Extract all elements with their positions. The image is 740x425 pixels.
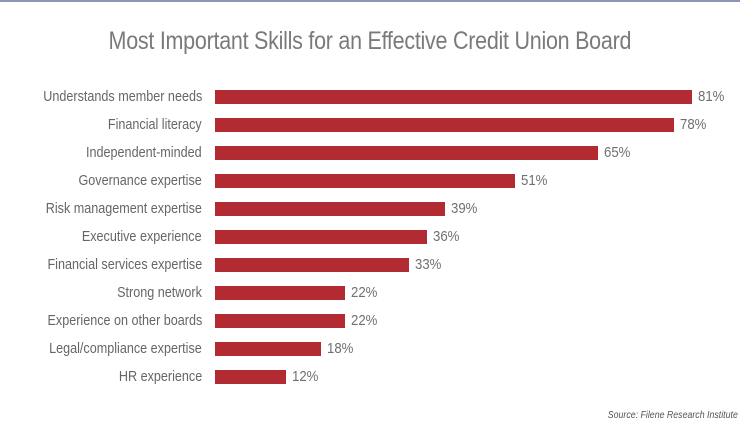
bar <box>215 118 675 132</box>
value-label: 78% <box>680 111 710 139</box>
bar <box>215 286 345 300</box>
source-note: Source: Filene Research Institute <box>590 410 738 421</box>
bar-row: HR experience 12% <box>0 363 740 391</box>
category-label: Risk management expertise <box>16 195 202 223</box>
value-label: 22% <box>351 307 381 335</box>
category-label: HR experience <box>103 363 202 391</box>
category-label-text: Experience on other boards <box>47 312 202 329</box>
value-label: 51% <box>521 167 551 195</box>
chart-title-text: Most Important Skills for an Effective C… <box>108 27 632 55</box>
category-label: Financial services expertise <box>18 251 202 279</box>
bar-row: Executive experience 36% <box>0 223 740 251</box>
bar-row: Legal/compliance expertise 18% <box>0 335 740 363</box>
category-label-text: Risk management expertise <box>45 200 202 217</box>
top-border <box>0 0 740 2</box>
category-label: Financial literacy <box>90 111 202 139</box>
category-label: Independent-minded <box>64 139 202 167</box>
value-label-text: 12% <box>291 368 319 385</box>
category-label-text: Strong network <box>117 284 202 301</box>
category-label: Strong network <box>101 279 202 307</box>
category-label-text: HR experience <box>118 368 202 385</box>
chart-title: Most Important Skills for an Effective C… <box>0 27 740 56</box>
value-label: 33% <box>415 251 445 279</box>
value-label-text: 18% <box>327 340 354 357</box>
category-label: Legal/compliance expertise <box>20 335 202 363</box>
value-label-text: 22% <box>350 284 378 301</box>
value-label-text: 51% <box>521 172 548 189</box>
value-label: 22% <box>351 279 381 307</box>
category-label-text: Financial literacy <box>108 116 202 133</box>
bar <box>215 370 286 384</box>
bar-row: Strong network 22% <box>0 279 740 307</box>
category-label: Executive experience <box>59 223 202 251</box>
category-label-text: Understands member needs <box>43 88 202 105</box>
category-label: Governance expertise <box>55 167 202 195</box>
bar-row: Understands member needs 81% <box>0 83 740 111</box>
bar <box>215 202 445 216</box>
value-label-text: 36% <box>433 228 460 245</box>
bar <box>215 146 598 160</box>
bar <box>215 230 428 244</box>
value-label-text: 33% <box>415 256 442 273</box>
value-label-text: 65% <box>603 144 631 161</box>
bar-row: Governance expertise 51% <box>0 167 740 195</box>
category-label-text: Independent-minded <box>86 144 202 161</box>
value-label: 65% <box>604 139 634 167</box>
value-label-text: 22% <box>350 312 378 329</box>
category-label: Experience on other boards <box>18 307 202 335</box>
category-label: Understands member needs <box>13 83 202 111</box>
value-label-text: 81% <box>698 88 725 105</box>
bar <box>215 174 516 188</box>
category-label-text: Financial services expertise <box>47 256 202 273</box>
value-label: 81% <box>698 83 728 111</box>
bar <box>215 342 322 356</box>
value-label-text: 39% <box>450 200 478 217</box>
value-label: 36% <box>433 223 463 251</box>
bar-row: Financial services expertise 33% <box>0 251 740 279</box>
value-label: 18% <box>327 335 357 363</box>
category-label-text: Executive experience <box>82 228 202 245</box>
category-label-text: Legal/compliance expertise <box>49 340 202 357</box>
bar-row: Independent-minded 65% <box>0 139 740 167</box>
bar-row: Risk management expertise 39% <box>0 195 740 223</box>
value-label: 12% <box>292 363 322 391</box>
bar <box>215 90 693 104</box>
bar-row: Financial literacy 78% <box>0 111 740 139</box>
bar-row: Experience on other boards 22% <box>0 307 740 335</box>
category-label-text: Governance expertise <box>78 172 202 189</box>
bar <box>215 258 410 272</box>
bar <box>215 314 345 328</box>
value-label: 39% <box>451 195 481 223</box>
source-text: Source: Filene Research Institute <box>607 410 738 421</box>
value-label-text: 78% <box>680 116 707 133</box>
